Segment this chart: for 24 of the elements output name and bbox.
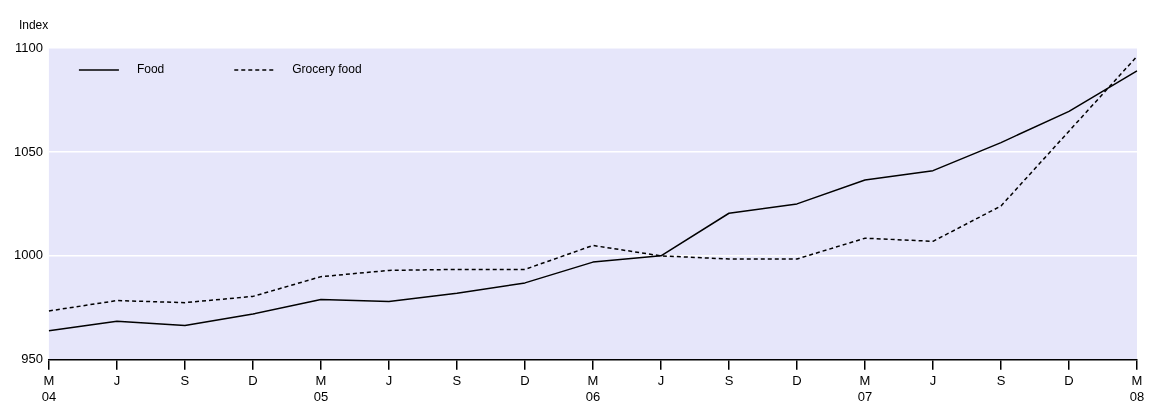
x-tick-label: D [1064,373,1074,389]
y-tick-label: 950 [21,351,43,367]
x-tick-label: D [520,373,530,389]
x-tick-label: J [657,373,665,389]
x-tick-label: J [113,373,121,389]
x-tick-label: D [248,373,258,389]
x-tick-label: D [792,373,802,389]
y-tick-label: 1100 [14,39,43,55]
y-axis-title: Index [18,18,49,33]
y-tick-label: 1000 [14,247,43,263]
x-tick-label: M 04 [41,373,57,404]
x-tick-label: J [929,373,937,389]
x-tick-label: M 08 [1129,373,1145,404]
x-tick-label: S [996,373,1006,389]
x-tick-label: M 06 [585,373,601,404]
y-tick-label: 1050 [14,143,43,159]
x-tick-label: S [724,373,734,389]
legend-label: Grocery food [292,62,362,77]
x-tick-label: S [180,373,190,389]
x-tick-label: J [385,373,393,389]
x-tick-label: M 05 [313,373,329,404]
x-tick-label: M 07 [857,373,873,404]
legend-label: Food [136,62,165,77]
x-tick-label: S [452,373,462,389]
